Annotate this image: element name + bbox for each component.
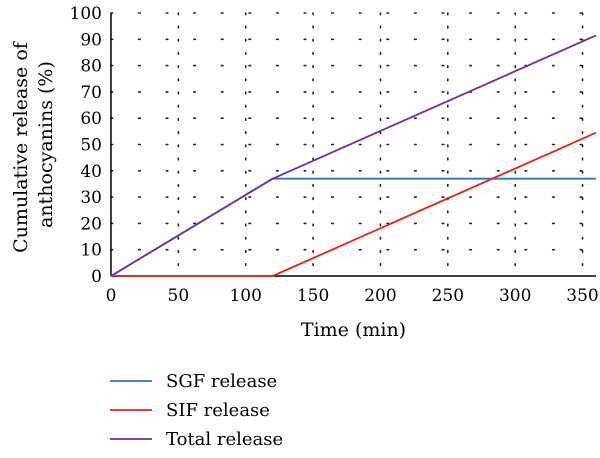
y-axis-title-line-1: Cumulative release of bbox=[10, 40, 32, 253]
x-tick-label: 250 bbox=[432, 286, 464, 306]
x-tick-label: 300 bbox=[499, 286, 531, 306]
x-tick-label: 0 bbox=[106, 286, 117, 306]
y-tick-labels: 0 10 20 30 40 50 60 70 80 90 100 bbox=[70, 4, 102, 287]
x-axis-title: Time (min) bbox=[301, 319, 406, 341]
y-tick-label: 50 bbox=[80, 136, 102, 156]
x-tick-label: 200 bbox=[364, 286, 396, 306]
legend-label-total-release: Total release bbox=[166, 429, 283, 450]
x-tick-labels: 0 50 100 150 200 250 300 350 bbox=[106, 286, 599, 306]
y-tick-label: 30 bbox=[80, 188, 102, 208]
y-tick-label: 10 bbox=[80, 241, 102, 261]
series-line-sgf-release bbox=[110, 177, 596, 277]
legend-label-sgf-release: SGF release bbox=[166, 371, 277, 392]
y-tick-label: 20 bbox=[80, 214, 102, 234]
y-tick-label: 0 bbox=[91, 267, 102, 287]
legend: SGF release SIF release Total release bbox=[110, 371, 283, 450]
y-tick-label: 100 bbox=[70, 4, 102, 24]
series bbox=[110, 34, 597, 277]
x-tick-label: 50 bbox=[168, 286, 190, 306]
series-line-total-release bbox=[110, 34, 597, 277]
y-tick-label: 80 bbox=[80, 57, 102, 77]
y-axis-title: Cumulative release of anthocyanins (%) bbox=[10, 36, 57, 253]
grid bbox=[110, 12, 597, 277]
y-tick-label: 40 bbox=[80, 162, 102, 182]
x-tick-label: 350 bbox=[566, 286, 598, 306]
x-tick-label: 100 bbox=[229, 286, 261, 306]
y-tick-label: 90 bbox=[80, 30, 102, 50]
y-axis-title-line-2: anthocyanins (%) bbox=[35, 61, 57, 228]
x-tick-label: 150 bbox=[297, 286, 329, 306]
legend-label-sif-release: SIF release bbox=[166, 400, 270, 421]
series-line-sif-release bbox=[111, 131, 597, 277]
axes bbox=[110, 13, 596, 277]
y-tick-label: 60 bbox=[80, 109, 102, 129]
y-tick-label: 70 bbox=[80, 83, 102, 103]
